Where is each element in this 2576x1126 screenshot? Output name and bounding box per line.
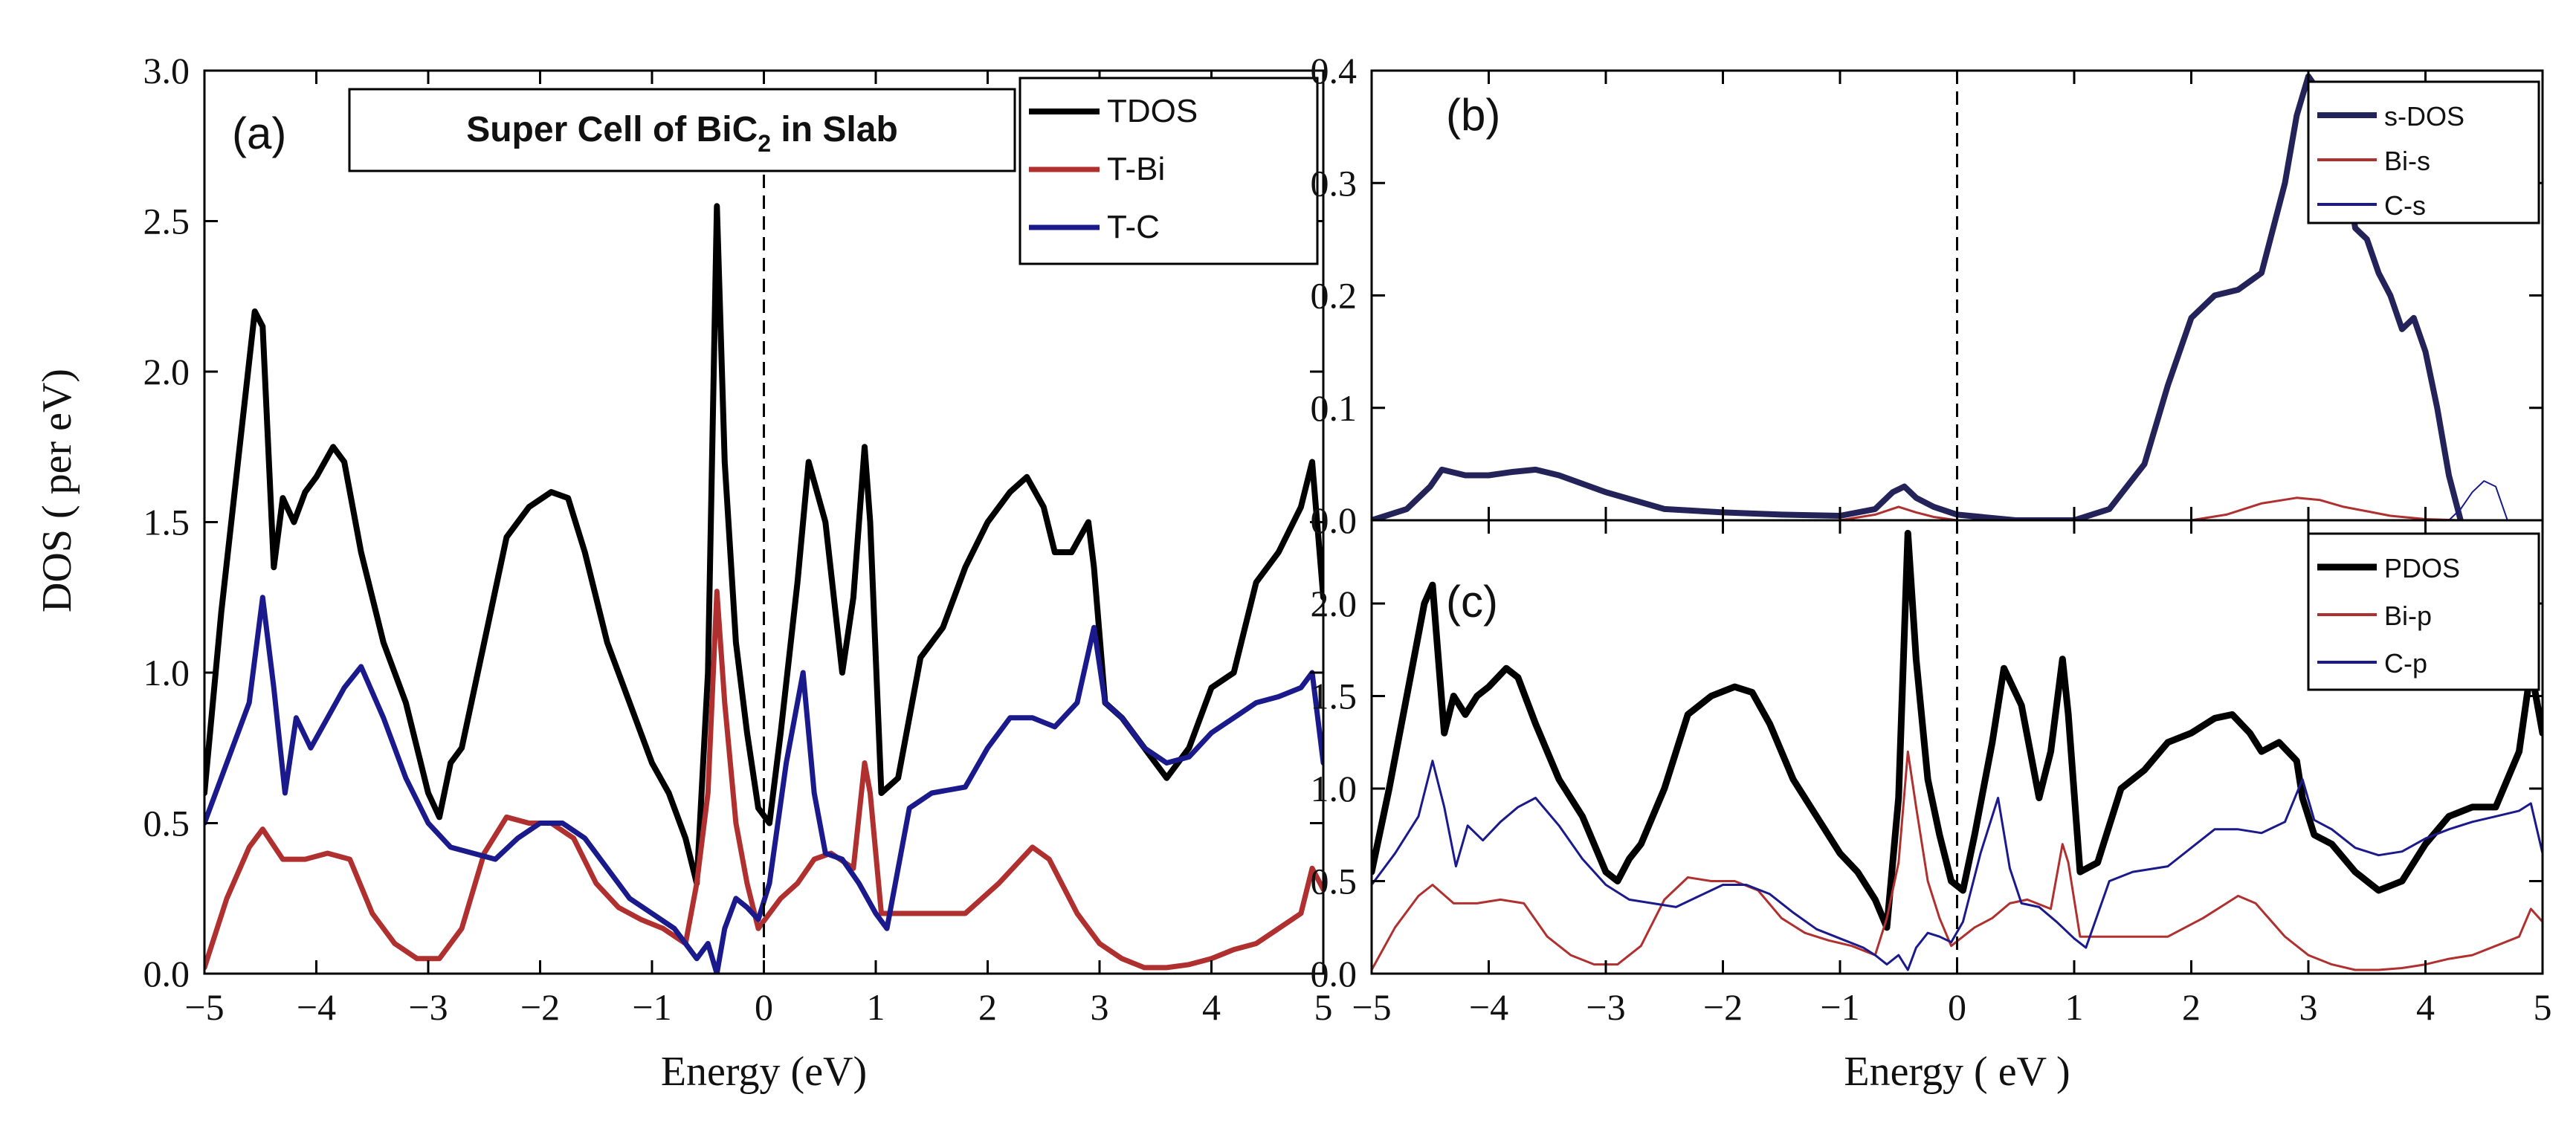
legend-entry: T-C — [1107, 209, 1160, 245]
x-tick-label: −4 — [297, 986, 336, 1028]
series-line-pdos — [1372, 529, 2543, 931]
y-tick-label: 0.0 — [1311, 953, 1358, 994]
y-tick-label: 2.5 — [143, 201, 190, 242]
x-tick-label: −5 — [1352, 986, 1391, 1028]
legend-entry: Bi-p — [2384, 601, 2432, 631]
y-tick-label: 0.1 — [1311, 387, 1358, 429]
x-tick-label: 1 — [867, 986, 885, 1028]
legend-entry: C-p — [2384, 648, 2427, 679]
x-tick-label: 5 — [1314, 986, 1333, 1028]
series-line-t-bi — [204, 589, 1323, 971]
chart-title: Super Cell of BiC2 in Slab — [466, 110, 898, 157]
series-line-c-s — [2448, 480, 2508, 520]
y-tick-label: 0.5 — [1311, 861, 1358, 902]
x-tick-label: 5 — [2534, 986, 2552, 1028]
x-tick-label: −5 — [184, 986, 224, 1028]
series-group-a — [204, 203, 1323, 974]
x-tick-label: 0 — [1948, 986, 1966, 1028]
y-tick-label: 0.2 — [1311, 275, 1358, 317]
x-tick-label: 2 — [2182, 986, 2201, 1028]
x-tick-label: 0 — [755, 986, 773, 1028]
y-tick-label: 1.5 — [1311, 676, 1358, 717]
y-tick-label: 1.5 — [143, 502, 190, 543]
panel-label: (a) — [232, 109, 286, 158]
y-tick-label: 0.3 — [1311, 162, 1358, 204]
series-line-s-dos — [1372, 73, 2464, 520]
series-line-bi-p — [1372, 750, 2543, 971]
x-tick-label: −3 — [408, 986, 448, 1028]
x-tick-label: −2 — [520, 986, 560, 1028]
y-tick-label: 2.0 — [143, 351, 190, 392]
y-tick-label: 2.0 — [1311, 583, 1358, 624]
x-axis-title: Energy (eV) — [661, 1049, 867, 1095]
legend-entry: Bi-s — [2384, 146, 2430, 176]
panel-c-pdos: 0.0 0.5 1.0 1.5 2.0 −5 −4 −3 −2 −1 0 1 2 3 4 5 Energy ( … — [1311, 519, 2552, 1095]
series-line-tdos — [204, 203, 1323, 887]
x-tick-label: −2 — [1703, 986, 1743, 1028]
panel-a-tdos: 0.0 0.5 1.0 1.5 2.0 2.5 3.0 −5 −4 −3 −2 −1 0 1 2 3 4 5 Ene… — [143, 50, 1333, 1095]
x-tick-label: −4 — [1469, 986, 1508, 1028]
x-tick-label: 4 — [2416, 986, 2435, 1028]
x-tick-label: −3 — [1586, 986, 1625, 1028]
x-tick-label: 3 — [2299, 986, 2318, 1028]
x-tick-label: 4 — [1202, 986, 1221, 1028]
x-tick-label: 2 — [978, 986, 997, 1028]
y-tick-label: 0.4 — [1311, 50, 1358, 91]
legend-box — [2307, 80, 2540, 224]
x-axis-title: Energy ( eV ) — [1844, 1049, 2070, 1095]
chart-title-box — [348, 88, 1016, 172]
y-tick-label: 1.0 — [143, 652, 190, 693]
panel-label: (b) — [1446, 90, 1500, 140]
x-tick-label: 1 — [2065, 986, 2084, 1028]
y-tick-label: 0.0 — [1311, 499, 1358, 541]
legend-entry: C-s — [2384, 190, 2426, 221]
series-line-c-p — [1372, 760, 2543, 971]
y-tick-label: 3.0 — [143, 50, 190, 91]
series-group-c — [1372, 529, 2543, 971]
legend-entry: T-Bi — [1107, 151, 1165, 187]
legend-entry: TDOS — [1107, 93, 1198, 129]
panel-label: (c) — [1446, 577, 1498, 627]
x-tick-label: −1 — [1820, 986, 1859, 1028]
y-axis-label: DOS ( per eV) — [34, 369, 80, 612]
legend-entry: s-DOS — [2384, 101, 2464, 132]
y-tick-label: 0.5 — [143, 803, 190, 844]
legend-entry: PDOS — [2384, 553, 2460, 583]
y-tick-label: 0.0 — [143, 953, 190, 994]
x-tick-label: −1 — [632, 986, 671, 1028]
series-line-bi-s — [1372, 496, 2462, 520]
series-group-b — [1372, 73, 2508, 520]
y-tick-label: 1.0 — [1311, 768, 1358, 809]
x-tick-label: 3 — [1091, 986, 1109, 1028]
series-line-t-c — [204, 595, 1323, 974]
